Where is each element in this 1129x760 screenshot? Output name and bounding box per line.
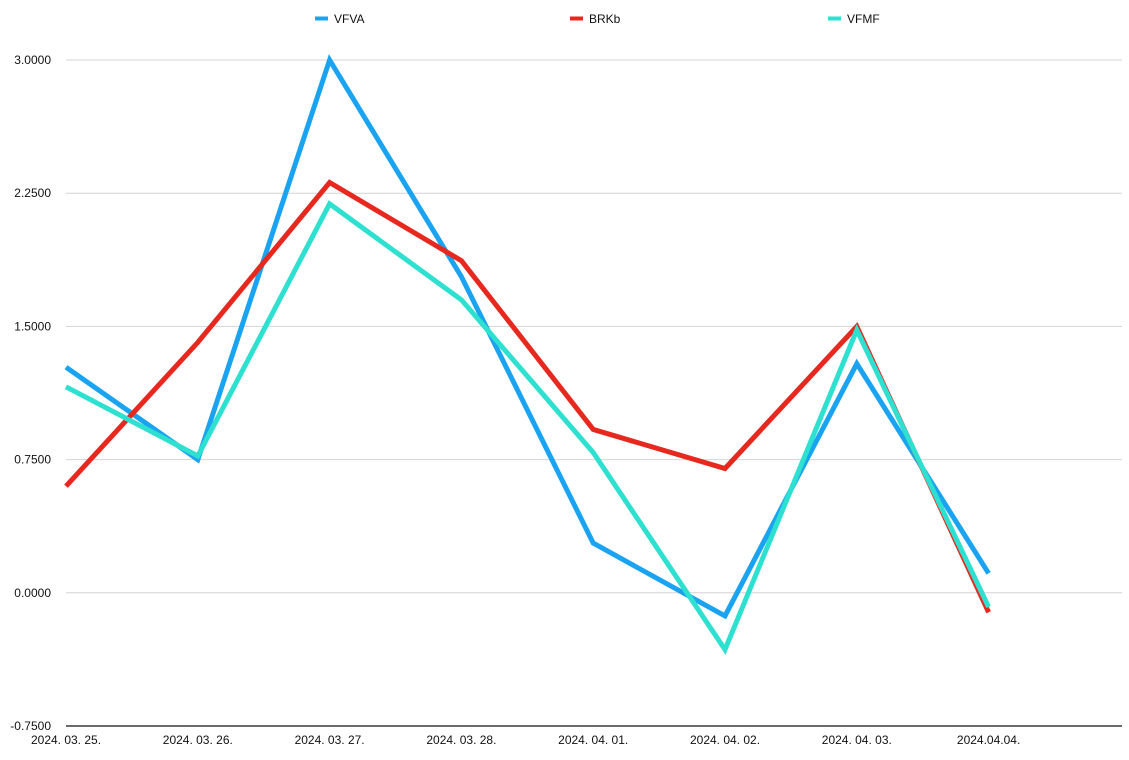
gridlines (66, 59, 1122, 594)
legend-label-vfva: VFVA (334, 12, 364, 26)
legend-label-brkb: BRKb (589, 12, 621, 26)
y-axis-tick-labels: 3.0000 2.2500 1.5000 0.7500 0.0000 -0.7500 (10, 53, 51, 733)
y-tick-label: 3.0000 (14, 53, 51, 67)
y-tick-label: 0.7500 (14, 453, 51, 467)
series-lines (64, 54, 991, 655)
x-tick-label: 2024. 04. 03. (822, 733, 892, 747)
legend-swatch-brkb (570, 16, 583, 21)
y-tick-label: 2.2500 (14, 186, 51, 200)
series-line-vfmf (64, 200, 991, 655)
x-axis-tick-labels: 2024. 03. 25. 2024. 03. 26. 2024. 03. 27. 2… (31, 733, 1020, 747)
x-tick-label: 2024. 03. 27. (295, 733, 365, 747)
legend: VFVA BRKb VFMF (315, 12, 880, 26)
x-tick-label: 2024.04.04. (957, 733, 1020, 747)
series-line-vfva (64, 54, 991, 620)
y-tick-label: 1.5000 (14, 319, 51, 333)
y-tick-label: 0.0000 (14, 586, 51, 600)
legend-swatch-vfva (315, 16, 328, 21)
legend-swatch-vfmf (828, 16, 841, 21)
legend-label-vfmf: VFMF (847, 12, 880, 26)
x-tick-label: 2024. 03. 25. (31, 733, 101, 747)
x-tick-label: 2024. 03. 28. (426, 733, 496, 747)
x-tick-label: 2024. 04. 02. (690, 733, 760, 747)
y-tick-label: -0.7500 (10, 719, 51, 733)
series-line-brkb (64, 179, 991, 614)
x-tick-label: 2024. 03. 26. (163, 733, 233, 747)
x-tick-label: 2024. 04. 01. (558, 733, 628, 747)
